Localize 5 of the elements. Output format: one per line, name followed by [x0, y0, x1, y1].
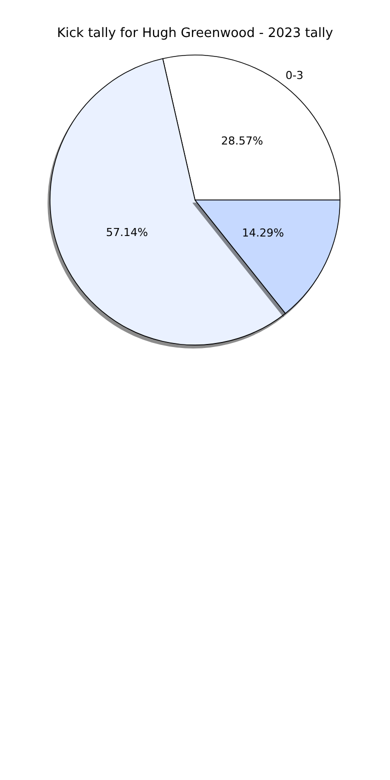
data-label: 57.14%: [106, 226, 148, 240]
slice-label: 0-3: [285, 68, 304, 82]
chart-title: Kick tally for Hugh Greenwood - 2023 tally: [56, 26, 334, 41]
data-label: 14.29%: [242, 226, 284, 240]
data-label: 28.57%: [221, 134, 264, 148]
